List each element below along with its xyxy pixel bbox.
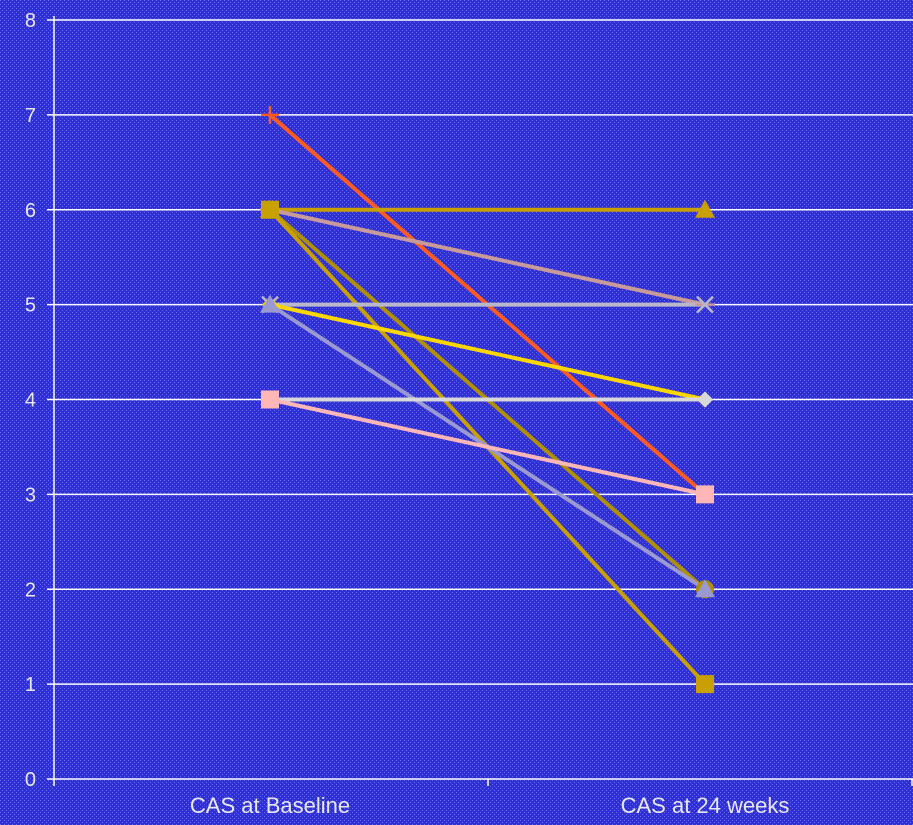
series-2-line xyxy=(269,207,706,307)
series-8-point-1 xyxy=(697,391,713,408)
y-tick-label: 2 xyxy=(25,579,36,601)
x-tick-labels: CAS at Baseline CAS at 24 weeks xyxy=(190,793,789,818)
series-markers xyxy=(260,105,715,694)
y-tick-label: 8 xyxy=(25,10,36,32)
series-9-point-1 xyxy=(696,485,714,504)
x-tick-label: CAS at 24 weeks xyxy=(621,793,790,818)
series-lines xyxy=(268,113,707,686)
series-0-point-0 xyxy=(261,105,279,124)
series-5-point-1 xyxy=(696,295,714,314)
y-tick-label: 3 xyxy=(25,484,36,506)
y-tick-label: 4 xyxy=(25,390,36,412)
y-tick-label: 0 xyxy=(25,769,36,791)
series-1-point-1 xyxy=(695,199,715,218)
series-6-line xyxy=(269,302,706,402)
y-tick-label: 5 xyxy=(25,295,36,317)
y-tick-label: 6 xyxy=(25,200,36,222)
x-tick-label: CAS at Baseline xyxy=(190,793,350,818)
series-9-line xyxy=(269,397,706,497)
y-tick-labels: 0 1 2 3 4 5 6 7 8 xyxy=(25,10,36,791)
series-4-point-1 xyxy=(696,675,714,694)
series-9-point-0 xyxy=(261,390,279,409)
series-7-point-1 xyxy=(695,579,715,598)
series-7-point-0 xyxy=(260,294,280,313)
y-tick-label: 1 xyxy=(25,674,36,696)
series-4-point-0 xyxy=(261,200,279,219)
y-tick-label: 7 xyxy=(25,105,36,127)
axes xyxy=(47,16,913,786)
